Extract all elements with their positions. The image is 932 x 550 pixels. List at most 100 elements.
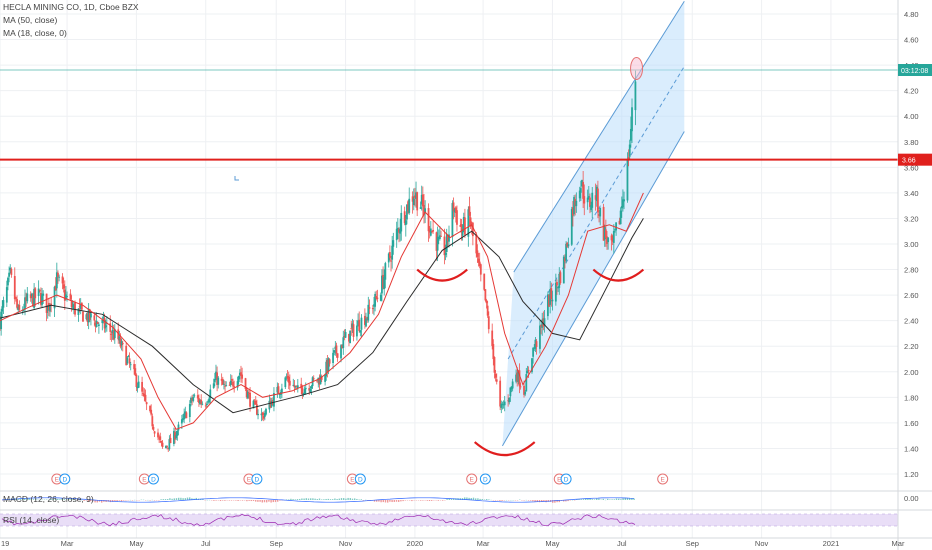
- macd-bar: [186, 497, 189, 500]
- candle-body: [312, 378, 315, 380]
- candle-body: [356, 325, 358, 337]
- macd-bar: [35, 498, 37, 500]
- macd-legend[interactable]: MACD (12, 26, close, 9): [3, 494, 94, 504]
- annotations: [234, 57, 645, 456]
- macd-bar: [393, 500, 395, 502]
- macd-bar: [338, 498, 340, 500]
- macd-bar: [321, 499, 323, 500]
- candle-body: [396, 227, 399, 231]
- ma18-legend[interactable]: MA (18, close, 0): [3, 28, 67, 38]
- dividend-marker[interactable]: D: [59, 473, 71, 485]
- macd-bar: [327, 498, 329, 500]
- ma18-line: [0, 192, 644, 430]
- candle-body: [192, 397, 195, 401]
- time-tick: Sep: [686, 539, 699, 548]
- candle-body: [257, 413, 259, 416]
- candle-body: [368, 307, 371, 309]
- macd-bar: [523, 500, 525, 501]
- earnings-marker[interactable]: E: [138, 473, 150, 485]
- macd-bar: [173, 498, 175, 500]
- candle-body: [149, 405, 151, 412]
- candle-body: [360, 317, 363, 330]
- price-tick: 3.40: [904, 189, 919, 198]
- dividend-marker[interactable]: D: [560, 473, 572, 485]
- candle-body: [10, 268, 13, 275]
- candle-body: [565, 243, 567, 261]
- candle-body: [416, 192, 419, 211]
- macd-bar: [241, 500, 244, 501]
- time-tick: Nov: [755, 539, 769, 548]
- candle-body: [2, 300, 5, 308]
- candle-body: [16, 299, 18, 308]
- ma50-legend[interactable]: MA (50, close): [3, 15, 58, 25]
- candle-body: [86, 313, 89, 323]
- candle-body: [169, 437, 172, 444]
- candle-body: [204, 405, 207, 407]
- candle-body: [308, 388, 311, 391]
- macd-bar: [345, 498, 347, 500]
- candle-body: [125, 345, 128, 366]
- macd-bar: [534, 500, 536, 502]
- dividend-marker[interactable]: D: [251, 473, 263, 485]
- macd-bar: [255, 500, 257, 502]
- candle-body: [201, 403, 204, 405]
- candle-body: [168, 439, 171, 450]
- candle-body: [392, 240, 395, 247]
- cursor-mark: [234, 176, 239, 181]
- regression-channel[interactable]: [501, 0, 685, 447]
- dividend-marker[interactable]: D: [147, 473, 159, 485]
- price-axis[interactable]: 1.20 1.40 1.60 1.80 2.00 2.20 2.40 2.60 2.80 3.00…: [897, 0, 932, 550]
- macd-tick: 0.00: [904, 494, 919, 503]
- dividend-marker[interactable]: D: [354, 473, 366, 485]
- candle-body: [79, 304, 82, 309]
- earnings-marker[interactable]: E: [466, 473, 478, 485]
- candle-body: [574, 199, 577, 206]
- candle-body: [37, 288, 40, 297]
- candle-body: [46, 305, 49, 311]
- candle-body: [294, 385, 297, 387]
- candle-body: [399, 228, 402, 234]
- macd-bar: [162, 499, 164, 500]
- macd-bar: [228, 500, 230, 501]
- macd-bar: [175, 498, 178, 500]
- candle-body: [428, 229, 431, 233]
- rsi-legend[interactable]: RSI (14, close): [3, 515, 60, 525]
- candle-body: [387, 253, 390, 263]
- candle-body: [535, 341, 538, 347]
- macd-bar: [296, 499, 299, 500]
- earnings-marker[interactable]: E: [657, 473, 669, 485]
- macd-bar: [70, 499, 72, 500]
- candle-body: [300, 383, 303, 389]
- candle-body: [33, 288, 36, 308]
- dividend-marker[interactable]: D: [479, 473, 491, 485]
- macd-bar: [169, 498, 171, 500]
- earnings-marker[interactable]: E: [346, 473, 358, 485]
- macd-bar: [307, 498, 310, 500]
- candle-body: [157, 432, 159, 438]
- time-axis[interactable]: 19 Mar May Jul Sep Nov 2020 Mar May Jul Sep Nov 2021…: [1, 539, 905, 548]
- macd-bar: [380, 500, 382, 503]
- macd-bar: [63, 499, 65, 500]
- candle-body: [549, 288, 552, 305]
- price-tick: 2.60: [904, 291, 919, 300]
- marker-circle: [479, 473, 491, 485]
- candle-body: [281, 388, 283, 394]
- macd-bar: [96, 500, 98, 503]
- candle-body: [379, 294, 382, 301]
- candle-body: [595, 186, 598, 201]
- candle-body: [476, 250, 479, 257]
- candle-body: [578, 190, 581, 199]
- candle-body: [367, 304, 370, 321]
- macd-bar: [116, 500, 118, 501]
- macd-bar: [257, 500, 259, 502]
- price-tick: 3.20: [904, 214, 919, 223]
- candle-body: [119, 337, 122, 347]
- macd-bar: [160, 499, 162, 500]
- time-tick: Jul: [617, 539, 627, 548]
- candle-body: [429, 228, 432, 236]
- candle-body: [326, 359, 329, 373]
- macd-bar: [277, 500, 279, 502]
- candle-body: [382, 274, 384, 289]
